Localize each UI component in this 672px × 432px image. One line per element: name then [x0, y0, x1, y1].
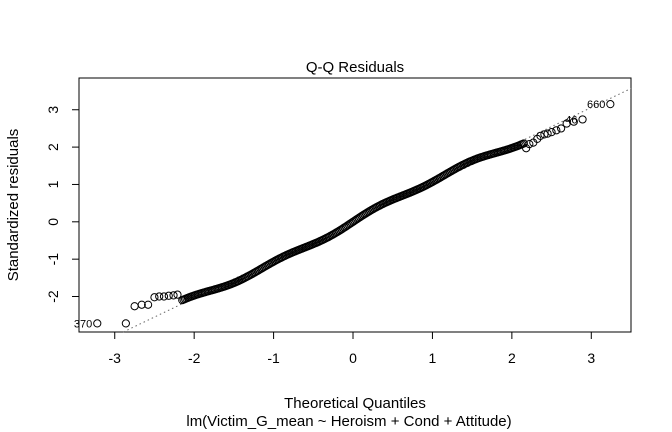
y-tick-label: -1: [45, 253, 61, 266]
data-point: [557, 124, 566, 133]
data-point: [159, 292, 169, 301]
data-point: [144, 300, 153, 309]
outlier-label: 46: [565, 114, 577, 126]
y-tick-label: 2: [45, 143, 61, 151]
data-point: [578, 115, 587, 124]
x-tick-label: -2: [188, 350, 201, 366]
outlier-label: 370: [74, 318, 92, 330]
data-point: [121, 319, 130, 328]
data-point: [93, 319, 102, 328]
data-point: [606, 100, 615, 109]
data-point: [519, 139, 528, 148]
data-point: [155, 292, 164, 301]
x-tick-label: 0: [349, 350, 357, 366]
y-tick-label: 0: [45, 218, 61, 226]
data-point: [164, 291, 173, 300]
data-point: [536, 131, 545, 140]
data-point: [525, 140, 534, 149]
outlier-labels: 660 46 370: [74, 99, 605, 330]
y-axis: -2 -1 0 1 2 3: [45, 106, 80, 303]
data-point: [173, 290, 182, 299]
y-axis-title: Standardized residuals: [5, 129, 22, 282]
x-tick-label: 2: [508, 350, 516, 366]
outlier-label: 660: [587, 99, 605, 111]
data-point: [540, 130, 549, 139]
data-point: [569, 117, 578, 126]
x-axis-subtitle: lm(Victim_G_mean ~ Heroism + Cond + Atti…: [186, 413, 511, 430]
x-tick-label: -3: [109, 350, 122, 366]
data-point: [552, 126, 561, 135]
x-axis: -3 -2 -1 0 1 2 3: [109, 331, 595, 366]
data-points: [93, 100, 615, 328]
data-point: [150, 293, 159, 302]
data-point: [137, 300, 146, 309]
data-point: [130, 302, 139, 311]
x-tick-label: -1: [267, 350, 280, 366]
reference-line: [123, 88, 632, 333]
y-tick-label: -2: [45, 290, 61, 303]
y-tick-label: 3: [45, 106, 61, 114]
reference-line-path: [123, 88, 632, 333]
y-tick-label: 1: [45, 180, 61, 188]
x-tick-label: 1: [429, 350, 437, 366]
data-point: [543, 129, 552, 138]
data-point: [547, 128, 556, 137]
chart-title: Q-Q Residuals: [306, 59, 404, 76]
x-axis-title: Theoretical Quantiles: [284, 395, 426, 412]
data-point: [169, 291, 178, 300]
x-tick-label: 3: [587, 350, 595, 366]
